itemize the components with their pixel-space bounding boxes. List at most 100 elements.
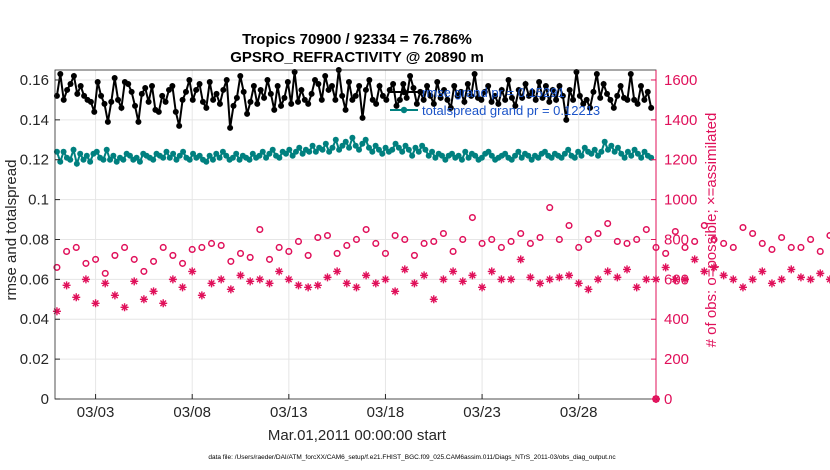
rmse-point — [230, 102, 237, 109]
totalspread-point — [535, 154, 542, 161]
totalspread-point — [120, 156, 127, 163]
totalspread-point — [103, 146, 110, 153]
rmse-point — [379, 92, 386, 99]
possible-point — [227, 257, 235, 265]
grid — [55, 70, 656, 400]
rmse-point — [182, 88, 189, 95]
totalspread-point — [588, 150, 595, 157]
rmse-point — [502, 96, 509, 103]
possible-point — [662, 249, 670, 257]
legend-marker-rmse — [400, 88, 408, 96]
totalspread-point — [528, 156, 535, 163]
possible-point — [53, 263, 61, 271]
possible-point — [478, 239, 486, 248]
assimilated-point — [62, 281, 71, 290]
totalspread-point — [402, 142, 409, 149]
rmse-point — [339, 92, 346, 99]
possible-point — [459, 235, 467, 244]
possible-point — [807, 235, 815, 244]
rmse-point — [400, 80, 407, 87]
possible-point — [420, 239, 428, 248]
assimilated-point — [825, 275, 830, 284]
rmse-point — [247, 98, 254, 105]
totalspread-point — [306, 148, 313, 155]
y-axis-right-label: # of obs: o=possible; ×=assimilated — [703, 113, 720, 348]
assimilated-point — [313, 281, 322, 290]
rmse-point — [53, 92, 60, 99]
rmse-point — [261, 94, 268, 101]
totalspread-point — [160, 154, 167, 161]
rmse-point — [94, 78, 101, 85]
assimilated-point — [468, 271, 477, 280]
totalspread-point — [296, 144, 303, 151]
totalspread-point — [249, 150, 256, 157]
legend: rmse grand pr = 0.15291 totalspread gran… — [390, 85, 600, 118]
rmse-point — [305, 100, 312, 107]
totalspread-point — [595, 152, 602, 159]
rmse-point — [573, 68, 580, 75]
rmse-point — [587, 104, 594, 111]
rmse-point — [267, 90, 274, 97]
rmse-point — [115, 96, 122, 103]
assimilated-point — [275, 267, 284, 276]
rmse-point — [556, 82, 563, 89]
possible-point — [372, 239, 380, 248]
legend-marker-totalspread — [400, 106, 408, 114]
possible-point — [343, 241, 351, 250]
totalspread-point — [329, 144, 336, 151]
totalspread-point — [282, 150, 289, 157]
rmse-point — [505, 76, 512, 83]
totalspread-point — [196, 152, 203, 159]
possible-point — [294, 237, 303, 246]
y-right-tick-label: 0 — [664, 391, 672, 408]
totalspread-point — [419, 142, 426, 149]
rmse-point — [298, 86, 305, 93]
rmse-point — [634, 100, 641, 107]
totalspread-point — [292, 148, 299, 155]
rmse-point — [580, 100, 587, 107]
rmse-point — [393, 102, 400, 109]
totalspread-point — [375, 146, 382, 153]
totalspread-point — [541, 148, 548, 155]
rmse-point — [210, 96, 217, 103]
rmse-point — [390, 80, 397, 87]
rmse-point — [240, 88, 247, 95]
totalspread-point — [176, 152, 183, 159]
possible-point — [207, 239, 216, 248]
assimilated-point — [661, 263, 670, 272]
x-tick-label: 03/03 — [77, 404, 115, 421]
totalspread-point — [73, 160, 80, 167]
totalspread-point — [67, 156, 74, 163]
rmse-point — [631, 96, 638, 103]
possible-point — [449, 247, 457, 255]
assimilated-point — [738, 283, 747, 292]
rmse-point — [553, 96, 560, 103]
totalspread-point — [598, 148, 605, 155]
assimilated-point — [52, 307, 61, 316]
rmse-point — [481, 88, 488, 95]
rmse-point — [111, 74, 118, 81]
totalspread-point — [369, 148, 376, 155]
rmse-point — [644, 88, 651, 95]
rmse-point — [206, 78, 213, 85]
assimilated-point — [246, 277, 255, 286]
totalspread-point — [336, 146, 343, 153]
totalspread-point — [352, 142, 359, 149]
assimilated-point — [574, 279, 583, 288]
totalspread-point — [442, 156, 449, 163]
rmse-point — [495, 100, 502, 107]
assimilated-point — [420, 271, 429, 280]
totalspread-point — [432, 154, 439, 161]
assimilated-point — [139, 295, 148, 304]
assimilated-point — [584, 285, 593, 294]
assimilated-point — [758, 267, 767, 276]
rmse-point — [295, 98, 302, 105]
possible-point — [497, 243, 505, 252]
totalspread-point — [126, 152, 133, 159]
totalspread-point — [319, 146, 326, 153]
assimilated-point — [168, 275, 177, 284]
totalspread-point — [392, 140, 399, 147]
y-right-tick-label: 800 — [664, 231, 689, 248]
rmse-point — [522, 80, 529, 87]
totalspread-point — [100, 156, 107, 163]
